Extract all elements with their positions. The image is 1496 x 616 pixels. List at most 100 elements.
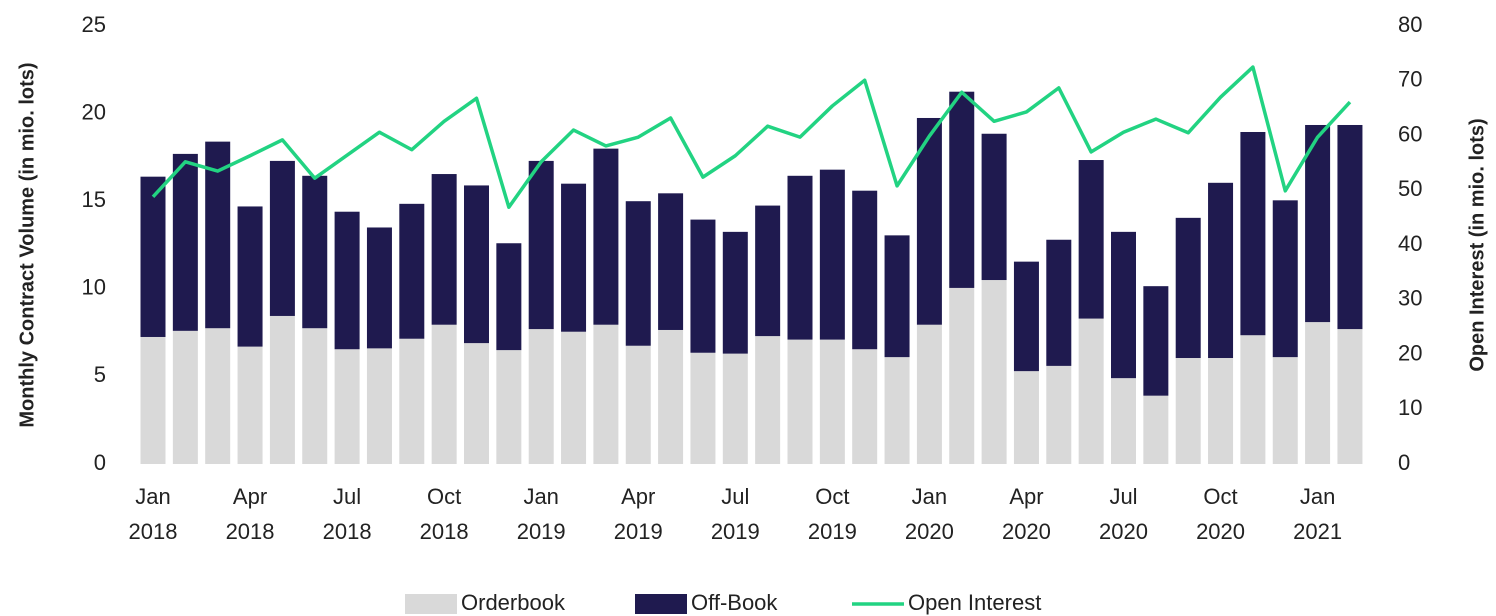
legend-label: Off-Book — [691, 590, 778, 615]
bar — [561, 331, 587, 464]
bar — [1013, 261, 1039, 372]
bar — [690, 219, 716, 353]
y2-tick-label: 80 — [1398, 12, 1422, 37]
bar — [1240, 335, 1266, 464]
bar — [593, 324, 619, 464]
x-tick-label: Oct 2020 — [1196, 484, 1246, 544]
bar — [690, 352, 716, 464]
bar — [852, 349, 878, 464]
bar — [1337, 124, 1363, 330]
y2-tick-label: 0 — [1398, 450, 1410, 475]
bar — [1175, 358, 1201, 464]
bar — [981, 280, 1007, 464]
bar — [884, 357, 910, 464]
bar — [1078, 160, 1104, 319]
y2-axis-title: Open Interest (in mio. lots) — [1466, 118, 1488, 371]
bar — [237, 346, 263, 464]
bar — [1046, 239, 1072, 366]
y-tick-label: 20 — [82, 99, 106, 124]
x-tick-label: Oct 2018 — [419, 484, 469, 544]
y-tick-label: 10 — [82, 275, 106, 300]
bar — [787, 175, 813, 340]
x-tick-label: Jul 2018 — [322, 484, 372, 544]
bar — [496, 243, 522, 351]
x-tick-label: Jan 2019 — [516, 484, 566, 544]
bar — [431, 324, 457, 464]
bar — [1337, 329, 1363, 464]
legend-label: Open Interest — [908, 590, 1041, 615]
y2-tick-label: 40 — [1398, 231, 1422, 256]
bar — [755, 205, 781, 337]
y2-tick-label: 60 — [1398, 121, 1422, 146]
bar — [140, 336, 166, 464]
bar — [722, 231, 748, 354]
bar — [658, 329, 684, 464]
bar — [916, 324, 942, 464]
bar — [658, 193, 684, 330]
y2-tick-label: 50 — [1398, 176, 1422, 201]
bar — [140, 176, 166, 337]
bar — [755, 336, 781, 464]
bar — [1143, 286, 1169, 396]
bar — [722, 353, 748, 464]
x-tick-label: Jan 2021 — [1293, 484, 1343, 544]
x-tick-label: Jan 2020 — [904, 484, 954, 544]
x-tick-label: Oct 2019 — [807, 484, 857, 544]
bar — [852, 190, 878, 350]
bar — [1078, 318, 1104, 464]
bar — [399, 203, 425, 339]
bar — [237, 206, 263, 347]
bar — [1272, 357, 1298, 464]
bar — [172, 153, 198, 331]
y-axis-title: Monthly Contract Volume (in mio. lots) — [16, 62, 38, 427]
legend-label: Orderbook — [461, 590, 566, 615]
x-tick-label: Jul 2020 — [1099, 484, 1148, 544]
bar — [496, 350, 522, 464]
bar — [625, 201, 651, 346]
bar — [949, 287, 975, 464]
x-tick-label: Apr 2018 — [225, 484, 275, 544]
bar — [302, 175, 328, 329]
bar — [1208, 358, 1234, 464]
bar — [1305, 124, 1331, 323]
bar — [1143, 395, 1169, 464]
x-tick-label: Apr 2019 — [613, 484, 663, 544]
bar — [172, 330, 198, 464]
bar — [366, 227, 392, 349]
bar — [1046, 365, 1072, 464]
bar — [1305, 322, 1331, 464]
bar — [334, 349, 360, 464]
legend-swatch — [405, 594, 457, 614]
y-tick-label: 15 — [82, 187, 106, 212]
bar — [464, 343, 489, 464]
bar — [625, 345, 651, 464]
bar — [593, 148, 619, 325]
legend-swatch — [635, 594, 687, 614]
y-tick-label: 0 — [94, 450, 106, 475]
bar — [916, 117, 942, 325]
bar — [1175, 217, 1201, 359]
bar — [884, 235, 910, 358]
bar — [302, 328, 328, 464]
y2-tick-label: 10 — [1398, 395, 1422, 420]
y2-tick-label: 70 — [1398, 67, 1422, 92]
y2-tick-label: 20 — [1398, 340, 1422, 365]
x-tick-label: Jul 2019 — [710, 484, 760, 544]
bar — [528, 160, 554, 330]
y2-tick-label: 30 — [1398, 286, 1422, 311]
x-tick-label: Apr 2020 — [1001, 484, 1051, 544]
bar — [981, 133, 1007, 281]
bar — [1208, 182, 1234, 359]
bar — [787, 339, 813, 464]
y-tick-label: 25 — [82, 12, 106, 37]
x-tick-label: Jan 2018 — [128, 484, 178, 544]
bar — [1013, 371, 1039, 464]
bar — [269, 160, 295, 316]
bar — [366, 348, 392, 464]
line — [151, 65, 1352, 209]
bar — [819, 339, 845, 464]
bar — [528, 329, 554, 464]
bar — [464, 185, 489, 344]
